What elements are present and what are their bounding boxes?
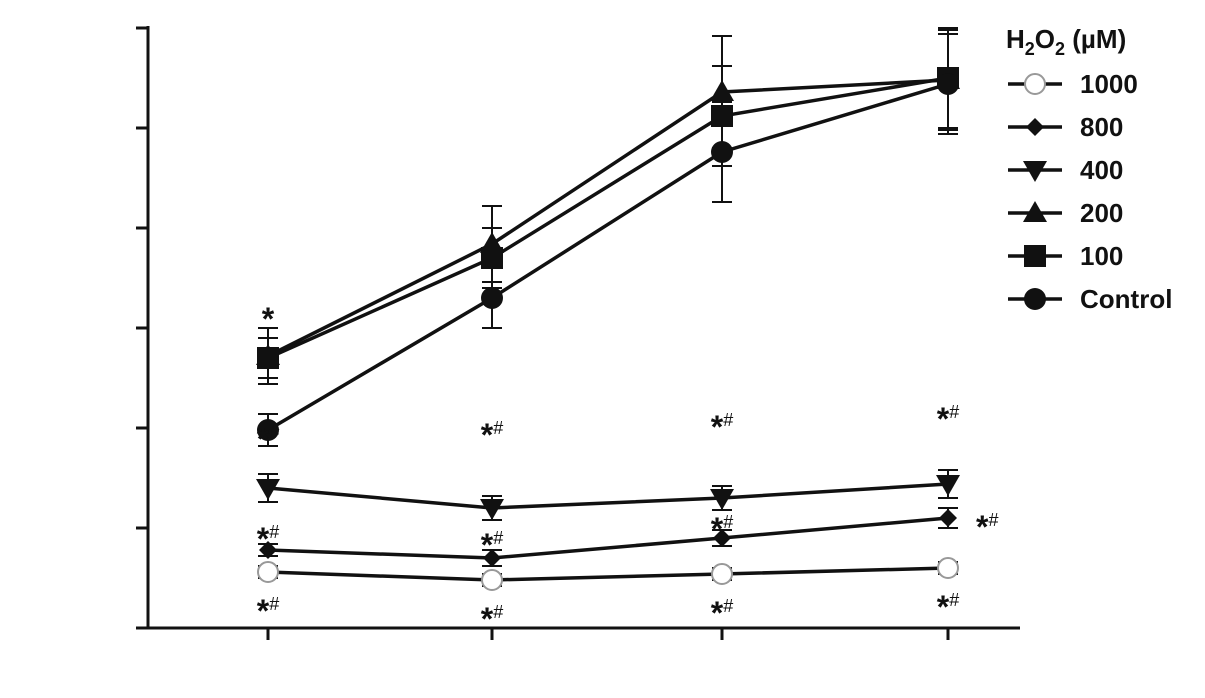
data-point: [939, 509, 957, 527]
significance-star: *: [937, 401, 950, 437]
data-point: [711, 141, 733, 163]
data-point: [257, 347, 279, 369]
legend-title: H2O2 (µM): [1006, 24, 1126, 59]
data-point: [257, 561, 279, 583]
data-point: [259, 541, 277, 559]
data-point: [936, 475, 960, 496]
legend-label: 200: [1080, 198, 1123, 228]
significance-mark: *#: [257, 593, 279, 629]
legend-marker: [1026, 118, 1044, 136]
data-point: [257, 419, 279, 441]
legend-item: 1000: [1008, 69, 1138, 99]
legend-label: 100: [1080, 241, 1123, 271]
significance-hash: #: [988, 510, 998, 530]
series-line: [267, 482, 949, 510]
legend-title-part: (µM): [1065, 24, 1126, 54]
data-point: [937, 73, 959, 95]
data-point: [481, 569, 503, 591]
series-100: [257, 27, 959, 379]
legend-title-part: 2: [1025, 39, 1035, 59]
significance-mark: *#: [937, 589, 959, 625]
significance-star: *: [262, 301, 275, 337]
legend-label: 1000: [1080, 69, 1138, 99]
significance-star: *: [481, 417, 494, 453]
significance-hash: #: [723, 410, 733, 430]
significance-star: *: [711, 595, 724, 631]
data-point: [937, 557, 959, 579]
significance-star: *: [937, 589, 950, 625]
legend-label: Control: [1080, 284, 1172, 314]
significance-star: *: [481, 601, 494, 637]
significance-mark: *#: [711, 511, 733, 547]
significance-mark: *#: [481, 417, 503, 453]
significance-hash: #: [949, 402, 959, 422]
legend-item: 100: [1008, 241, 1123, 271]
data-point: [711, 563, 733, 585]
significance-hash: #: [269, 522, 279, 542]
data-point: [713, 529, 731, 547]
significance-hash: #: [493, 528, 503, 548]
data-point: [483, 549, 501, 567]
significance-star: *: [257, 521, 270, 557]
data-point: [480, 499, 504, 520]
legend-item: Control: [1008, 284, 1172, 314]
significance-mark: *#: [937, 401, 959, 437]
significance-star: *: [711, 409, 724, 445]
series-layer: [256, 27, 960, 591]
significance-hash: #: [493, 602, 503, 622]
series-line: [267, 516, 949, 560]
significance-mark: *#: [711, 409, 733, 445]
legend-marker: [1023, 201, 1047, 222]
significance-mark: *#: [481, 527, 503, 563]
significance-hash: #: [269, 594, 279, 614]
significance-mark: *#: [257, 521, 279, 557]
data-point: [256, 479, 280, 500]
legend-item: 200: [1008, 198, 1123, 228]
significance-hash: #: [493, 418, 503, 438]
significance-star: *: [257, 421, 270, 457]
significance-hash: #: [723, 512, 733, 532]
significance-star: *: [711, 511, 724, 547]
significance-mark: *#: [257, 421, 279, 457]
significance-star: *: [257, 593, 270, 629]
significance-hash: #: [269, 422, 279, 442]
significance-mark: *: [262, 301, 275, 337]
data-point: [481, 287, 503, 309]
series-line: [267, 566, 949, 582]
legend-title-part: H: [1006, 24, 1025, 54]
legend-label: 800: [1080, 112, 1123, 142]
axes: [136, 26, 1020, 640]
series-1000: [257, 557, 959, 591]
significance-hash: #: [949, 590, 959, 610]
series-line: [267, 76, 949, 360]
legend-marker: [1024, 245, 1046, 267]
series-control: [257, 33, 959, 447]
series-200: [256, 29, 960, 385]
significance-mark: *#: [976, 509, 998, 545]
significance-star: *: [976, 509, 989, 545]
legend-marker: [1024, 73, 1046, 95]
legend-item: 800: [1008, 112, 1123, 142]
data-point: [481, 247, 503, 269]
legend-title-part: O: [1035, 24, 1055, 54]
legend-label: 400: [1080, 155, 1123, 185]
significance-mark: *#: [481, 601, 503, 637]
significance-hash: #: [723, 596, 733, 616]
series-800: [258, 507, 958, 567]
legend-item: 400: [1008, 155, 1123, 185]
annotations-layer: **# *# *# *#*# *# *# *#*# *# *# *#: [257, 301, 999, 637]
series-line: [267, 82, 949, 432]
series-400: [256, 469, 960, 521]
significance-mark: *#: [711, 595, 733, 631]
data-point: [710, 489, 734, 510]
legend-marker: [1024, 288, 1046, 310]
significance-star: *: [481, 527, 494, 563]
series-line: [267, 78, 949, 358]
legend-title-part: 2: [1055, 39, 1065, 59]
legend-marker: [1023, 161, 1047, 182]
